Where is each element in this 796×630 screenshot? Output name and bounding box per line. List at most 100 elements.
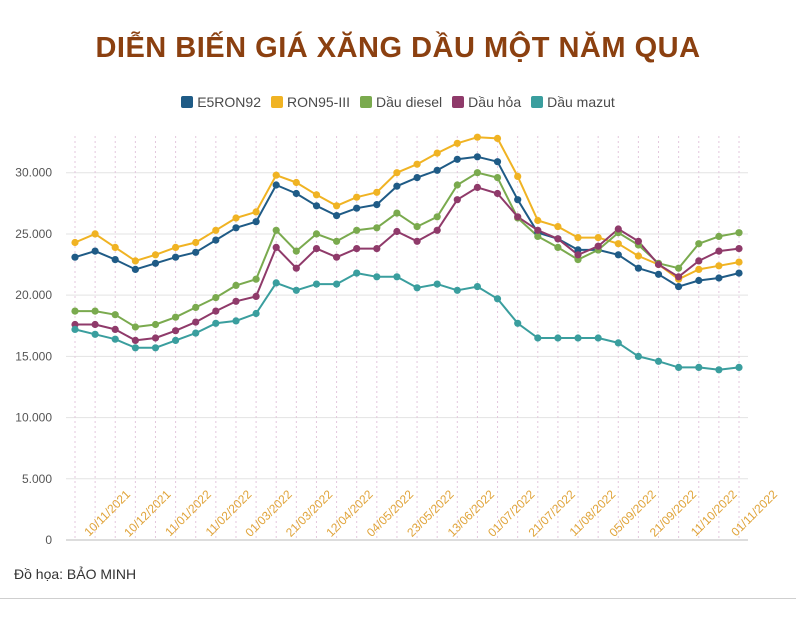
data-point: [333, 202, 341, 210]
data-point: [91, 330, 99, 338]
data-point: [353, 269, 361, 277]
data-point: [292, 189, 300, 198]
data-point: [735, 245, 743, 253]
data-point: [151, 334, 160, 342]
data-point: [212, 226, 220, 234]
data-point: [654, 260, 663, 269]
data-point: [433, 149, 441, 157]
data-point: [312, 230, 321, 238]
data-point: [373, 224, 381, 232]
data-point: [574, 334, 582, 342]
legend-label-diesel: Dầu diesel: [376, 94, 443, 110]
data-point: [333, 212, 341, 220]
data-point: [433, 213, 441, 221]
series-line: [75, 171, 740, 328]
data-point: [131, 265, 139, 273]
data-point: [312, 245, 321, 253]
data-point: [292, 247, 300, 255]
data-point: [675, 283, 683, 291]
bottom-divider: [0, 598, 796, 599]
data-point: [172, 313, 180, 321]
data-point: [353, 226, 361, 234]
data-point: [373, 201, 381, 209]
data-point: [312, 191, 321, 199]
data-point: [232, 297, 240, 305]
data-point: [151, 251, 160, 259]
data-point: [71, 238, 79, 247]
data-point: [333, 237, 341, 245]
data-point: [534, 226, 542, 234]
data-point: [292, 286, 300, 294]
data-point: [71, 307, 79, 315]
data-point: [534, 232, 542, 240]
data-point: [634, 252, 643, 260]
data-point: [634, 352, 643, 360]
data-point: [373, 245, 381, 253]
data-point: [614, 339, 622, 347]
series-line: [74, 155, 740, 288]
data-point: [393, 273, 401, 281]
series-line: [75, 186, 740, 342]
chart-title: DIỄN BIẾN GIÁ XĂNG DẦU MỘT NĂM QUA: [95, 32, 701, 64]
data-point: [373, 273, 381, 281]
legend-label-kerosene: Dầu hỏa: [468, 94, 522, 110]
data-point: [131, 344, 139, 352]
data-point: [151, 344, 160, 352]
data-point: [91, 230, 99, 238]
data-point: [292, 264, 300, 272]
data-point: [71, 253, 79, 261]
legend-item-kerosene: Dầu hỏa: [452, 94, 521, 110]
data-point: [413, 223, 421, 231]
y-tick-label: 10.000: [15, 411, 52, 425]
data-point: [493, 134, 502, 142]
data-point: [172, 243, 180, 251]
data-point: [252, 208, 260, 216]
data-point: [393, 209, 401, 217]
data-point: [353, 193, 361, 201]
data-point: [192, 238, 200, 247]
data-point: [654, 270, 663, 278]
y-tick-label: 20.000: [15, 288, 52, 302]
legend-label-e5ron92: E5RON92: [197, 94, 261, 110]
data-point: [252, 309, 260, 318]
y-tick-label: 0: [45, 533, 52, 547]
data-point: [654, 357, 663, 365]
data-point: [192, 248, 200, 256]
data-point: [715, 232, 723, 240]
data-point: [473, 153, 481, 161]
data-point: [554, 243, 562, 251]
data-point: [252, 218, 260, 226]
data-point: [192, 329, 200, 337]
data-point: [735, 258, 743, 266]
data-point: [272, 226, 280, 234]
data-point: [433, 280, 441, 288]
data-point: [735, 363, 743, 371]
data-point: [353, 245, 361, 253]
data-point: [735, 269, 743, 277]
data-point: [393, 169, 401, 177]
data-point: [715, 262, 723, 270]
data-point: [272, 181, 280, 189]
data-point: [695, 257, 703, 265]
data-point: [695, 265, 703, 273]
data-point: [312, 202, 321, 210]
data-point: [91, 247, 99, 255]
data-point: [272, 279, 280, 287]
data-point: [373, 188, 381, 196]
legend-swatch-e5ron92: [181, 96, 194, 108]
data-point: [453, 155, 461, 163]
data-point: [71, 325, 79, 333]
data-point: [594, 234, 602, 242]
data-point: [353, 204, 361, 212]
data-point: [715, 274, 723, 282]
data-point: [111, 335, 119, 343]
data-point: [272, 171, 280, 179]
data-point: [614, 225, 622, 233]
data-point: [212, 236, 220, 244]
legend-item-ron95: RON95-III: [271, 94, 350, 110]
data-point: [131, 336, 139, 344]
data-point: [252, 275, 260, 283]
data-point: [514, 319, 522, 327]
data-point: [453, 196, 461, 204]
data-point: [232, 281, 240, 289]
